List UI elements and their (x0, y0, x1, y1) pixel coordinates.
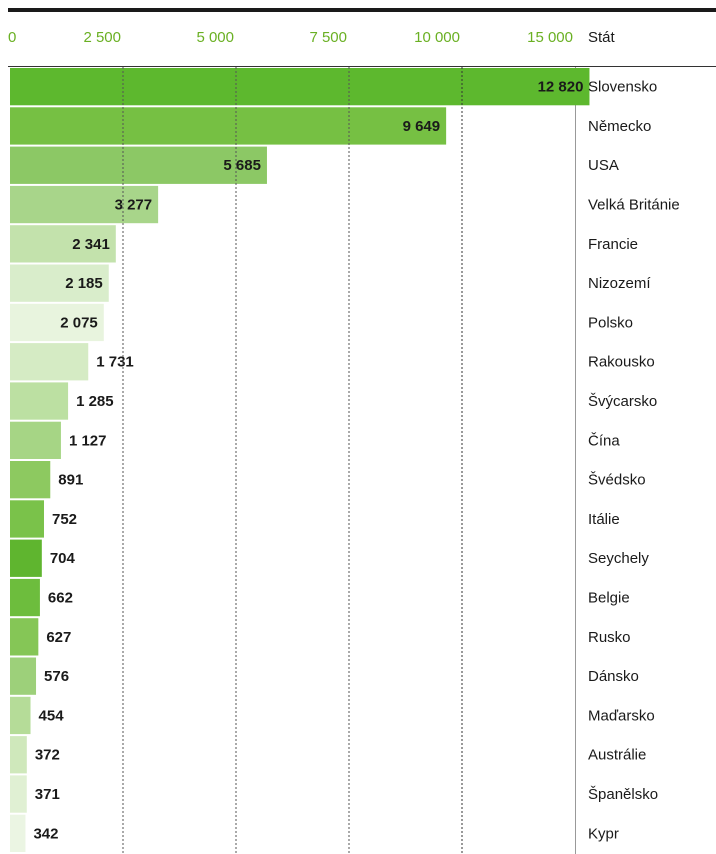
bar (10, 343, 89, 381)
bar (10, 146, 267, 184)
bar (10, 500, 44, 538)
bar (10, 421, 61, 459)
bar (10, 68, 590, 106)
value-label: 372 (35, 747, 60, 764)
bar (10, 775, 27, 813)
category-label: Španělsko (588, 786, 658, 803)
category-label: Švédsko (588, 472, 646, 489)
value-label: 1 285 (76, 393, 114, 410)
value-label: 5 685 (223, 157, 261, 174)
bar (10, 461, 51, 499)
category-label: Francie (588, 236, 638, 253)
x-tick-label: 0 (8, 29, 16, 46)
bar (10, 303, 104, 342)
bar (10, 382, 69, 420)
bar (10, 107, 447, 145)
category-label: Čína (588, 432, 620, 449)
value-label: 891 (58, 472, 83, 489)
value-label: 2 341 (72, 236, 110, 253)
category-label: Dánsko (588, 668, 639, 685)
x-tick-label: 10 000 (414, 29, 460, 46)
value-label: 9 649 (403, 118, 441, 135)
x-tick-label: 15 000 (527, 29, 573, 46)
value-label: 2 185 (65, 275, 103, 292)
category-label: Nizozemí (588, 275, 651, 292)
value-label: 752 (52, 511, 77, 528)
top-rule (8, 8, 716, 12)
x-tick-label: 2 500 (83, 29, 121, 46)
category-label: Polsko (588, 314, 633, 331)
bar (10, 539, 42, 577)
category-label: Švýcarsko (588, 393, 657, 410)
x-tick-label: 5 000 (196, 29, 234, 46)
bar (10, 185, 159, 224)
bar (10, 736, 27, 774)
category-label: Německo (588, 118, 651, 135)
value-label: 576 (44, 668, 69, 685)
value-label: 704 (50, 550, 76, 567)
category-label: Rusko (588, 629, 631, 646)
value-label: 2 075 (60, 314, 98, 331)
category-label: Slovensko (588, 79, 657, 96)
category-label: Maďarsko (588, 707, 655, 724)
category-header: Stát (588, 29, 616, 46)
bar (10, 225, 116, 263)
x-tick-label: 7 500 (309, 29, 347, 46)
category-label: Velká Británie (588, 197, 680, 214)
value-label: 342 (33, 825, 58, 842)
value-label: 12 820 (538, 79, 584, 96)
value-label: 371 (35, 786, 60, 803)
category-label: USA (588, 157, 619, 174)
value-label: 3 277 (115, 197, 153, 214)
category-label: Rakousko (588, 354, 655, 371)
value-label: 662 (48, 590, 73, 607)
category-label: Seychely (588, 550, 649, 567)
bar (10, 814, 26, 852)
bar (10, 657, 37, 695)
bar (10, 264, 109, 302)
value-label: 1 731 (96, 354, 134, 371)
category-label: Belgie (588, 590, 630, 607)
category-label: Itálie (588, 511, 620, 528)
category-label: Kypr (588, 825, 619, 842)
value-label: 627 (46, 629, 71, 646)
value-label: 1 127 (69, 432, 107, 449)
bar (10, 578, 40, 617)
bar (10, 696, 31, 735)
bar (10, 618, 39, 656)
value-label: 454 (39, 707, 65, 724)
category-label: Austrálie (588, 747, 646, 764)
